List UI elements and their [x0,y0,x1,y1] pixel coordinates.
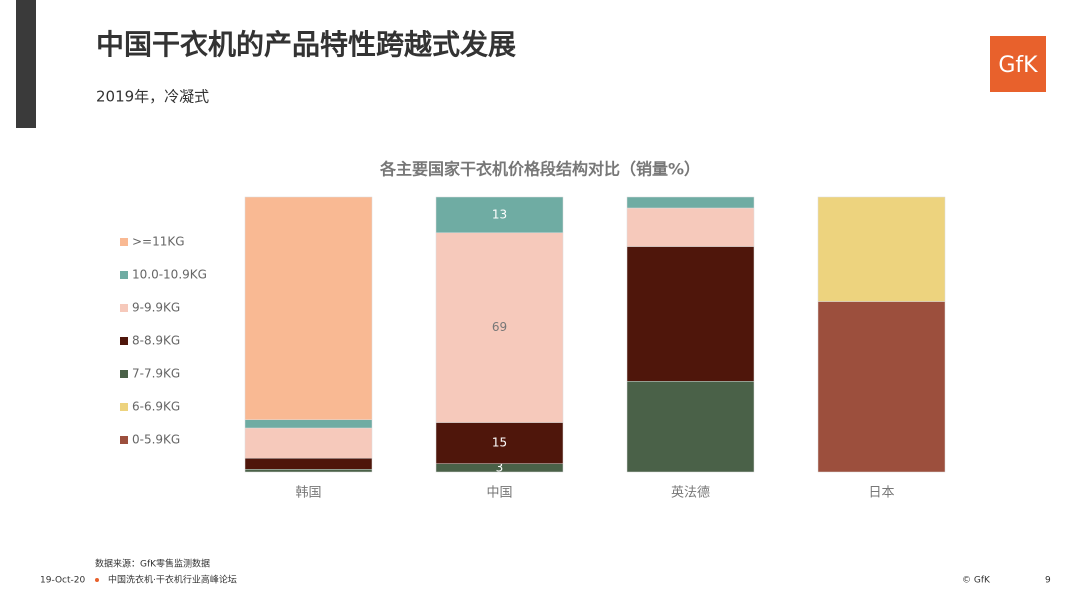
dot [95,578,99,582]
legend-label: 9-9.9KG [132,301,180,315]
legend-label: >=11KG [132,235,185,249]
bar-segment [626,207,755,247]
legend-swatch [120,436,128,444]
side-bar [16,0,36,128]
bar-segment [626,246,755,382]
bar-segment [244,427,373,459]
data-label: 15 [492,436,507,450]
page-number: 9 [1045,576,1051,586]
bar-segment [817,196,946,302]
bar-segment [435,196,564,233]
data-label: 69 [492,320,507,334]
x-tick-label: 日本 [868,486,894,501]
bar-segment [626,381,755,473]
legend-swatch [120,271,128,279]
legend-swatch [120,304,128,312]
legend-label: 10.0-10.9KG [132,268,207,282]
slide-subtitle: 2019年，冷凝式 [96,88,209,106]
data-label: 3 [496,460,504,474]
logo: GfK [998,53,1038,78]
x-tick-label: 中国 [486,486,512,501]
bar-segment [244,196,373,420]
bar-segment [817,301,946,473]
copyright: © GfK [962,576,991,586]
legend-label: 6-6.9KG [132,400,180,414]
slide-title: 中国干衣机的产品特性跨越式发展 [96,28,516,61]
legend-swatch [120,370,128,378]
logo-box [990,36,1046,92]
bar-segment [244,458,373,470]
data-label: 13 [492,207,507,221]
source: 数据来源：GfK零售监测数据 [95,558,210,570]
x-tick-label: 英法德 [671,486,710,501]
legend-swatch [120,403,128,411]
legend-label: 0-5.9KG [132,433,180,447]
chart-title: 各主要国家干衣机价格段结构对比（销量%） [379,160,700,179]
bar-segment [244,419,373,429]
date: 19-Oct-20 [40,576,85,586]
bar-segment [244,469,373,473]
bar-segment [435,232,564,423]
legend-swatch [120,238,128,246]
bar-segment [435,422,564,464]
legend-label: 8-8.9KG [132,334,180,348]
legend-label: 7-7.9KG [132,367,180,381]
x-tick-label: 韩国 [295,486,321,501]
bar-segment [626,196,755,209]
legend-swatch [120,337,128,345]
event: 中国洗衣机·干衣机行业高峰论坛 [108,574,237,586]
